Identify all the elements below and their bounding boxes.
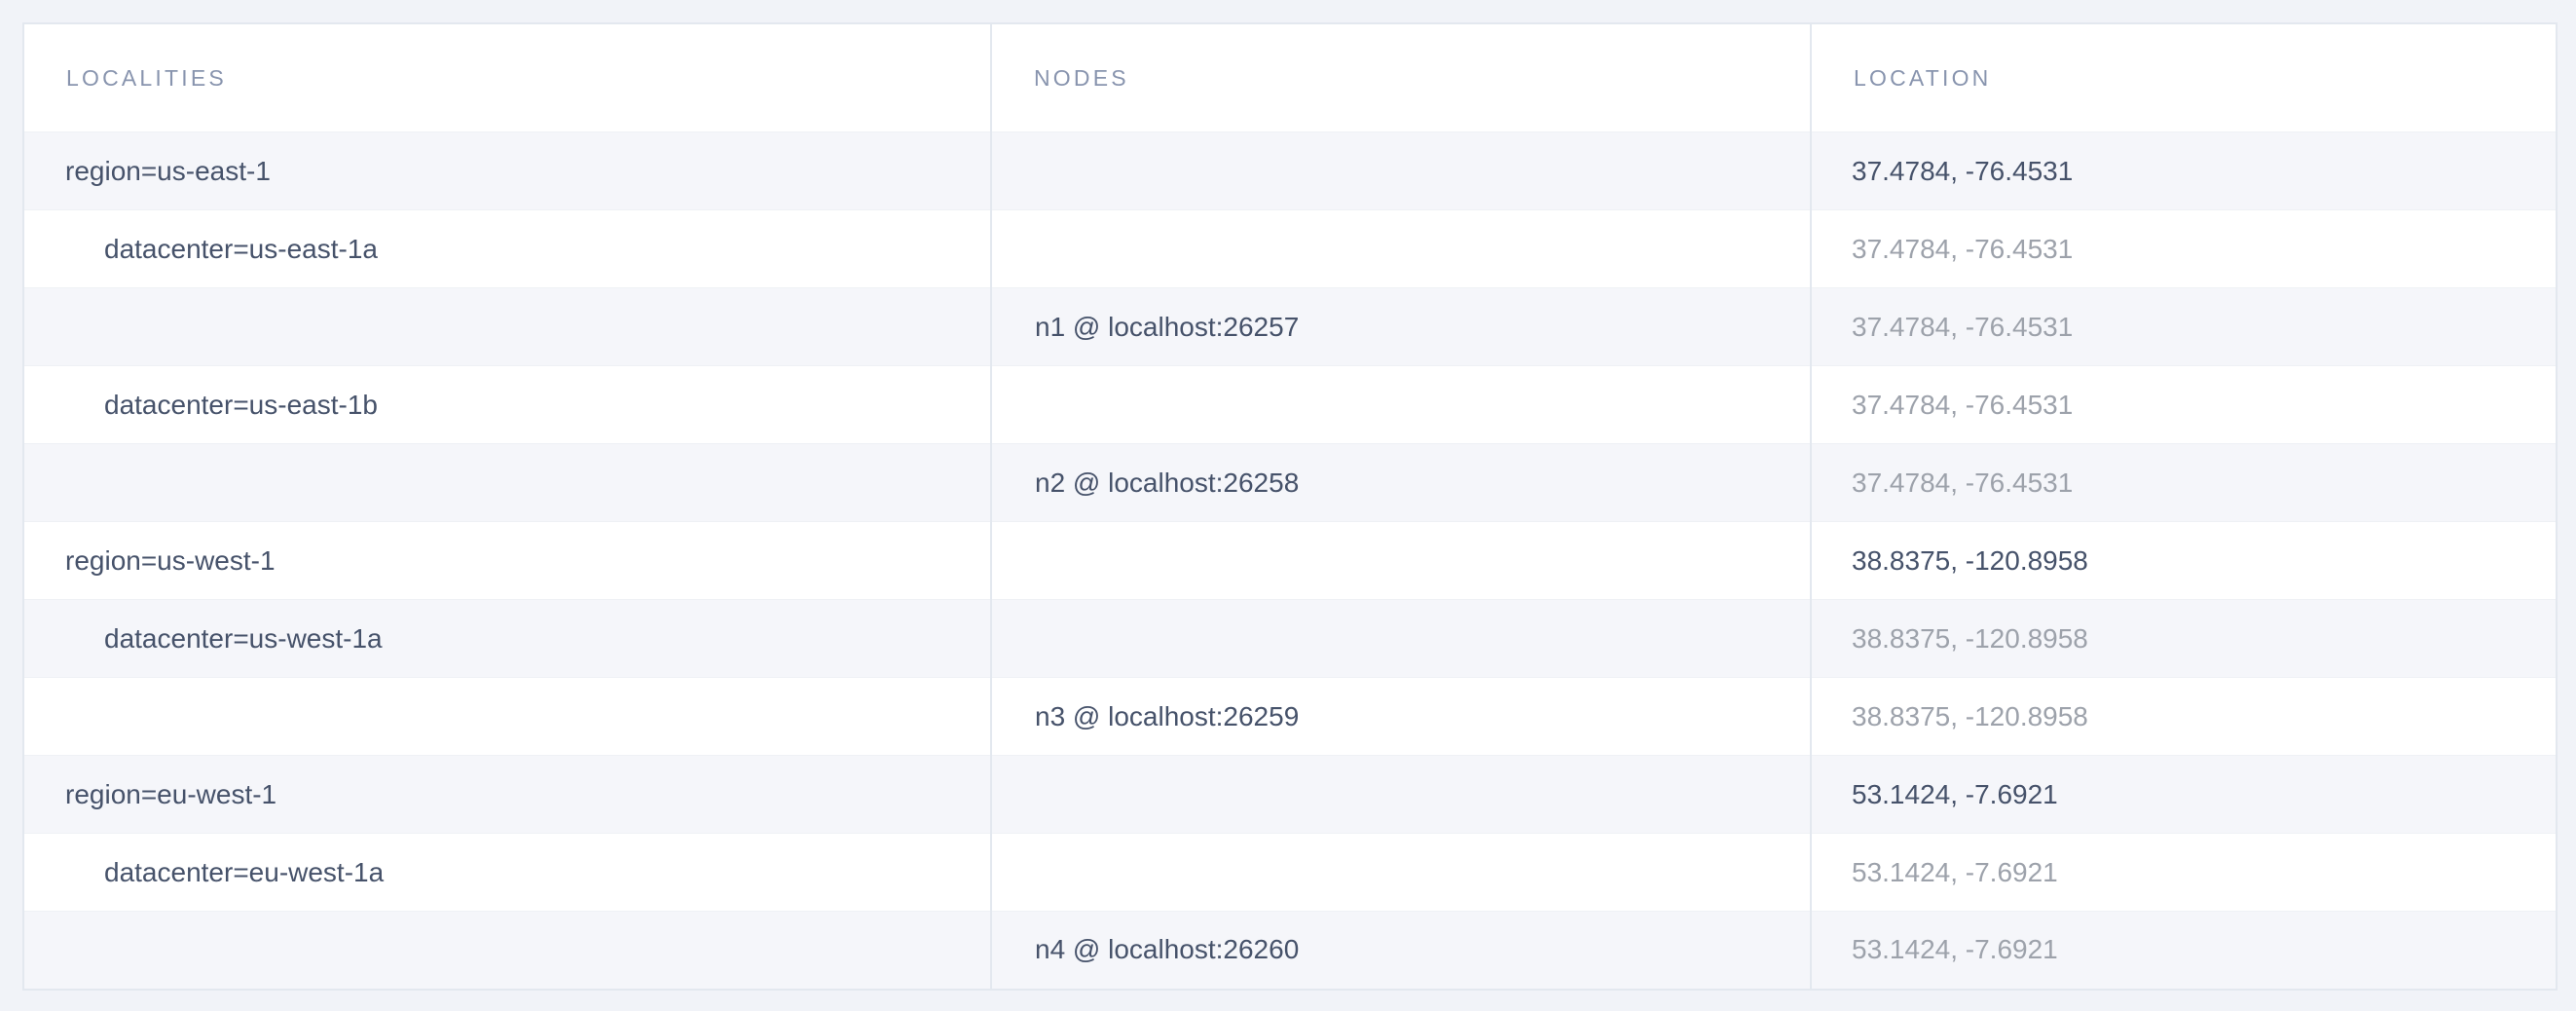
node-cell-empty bbox=[990, 209, 1811, 288]
node-cell-empty bbox=[990, 755, 1811, 834]
table-row: datacenter=us-east-1b 37.4784, -76.4531 bbox=[23, 365, 2557, 444]
table-row: datacenter=us-east-1a 37.4784, -76.4531 bbox=[23, 209, 2557, 288]
location-cell: 38.8375, -120.8958 bbox=[1810, 677, 2557, 756]
node-cell-empty bbox=[990, 365, 1811, 444]
locality-cell-empty bbox=[23, 677, 991, 756]
table-row: region=us-east-1 37.4784, -76.4531 bbox=[23, 131, 2557, 210]
locality-cell-region: region=eu-west-1 bbox=[23, 755, 991, 834]
location-cell: 38.8375, -120.8958 bbox=[1810, 599, 2557, 678]
node-cell-empty bbox=[990, 833, 1811, 912]
locality-cell-region: region=us-east-1 bbox=[23, 131, 991, 210]
locality-cell-region: region=us-west-1 bbox=[23, 521, 991, 600]
node-cell: n2 @ localhost:26258 bbox=[990, 443, 1811, 522]
node-cell-empty bbox=[990, 131, 1811, 210]
locality-cell-datacenter: datacenter=us-east-1b bbox=[23, 365, 991, 444]
locality-cell-datacenter: datacenter=us-east-1a bbox=[23, 209, 991, 288]
locality-cell-datacenter: datacenter=us-west-1a bbox=[23, 599, 991, 678]
locality-cell-empty bbox=[23, 443, 991, 522]
table-row: n2 @ localhost:26258 37.4784, -76.4531 bbox=[23, 443, 2557, 522]
location-cell: 38.8375, -120.8958 bbox=[1810, 521, 2557, 600]
column-header-localities: LOCALITIES bbox=[23, 23, 991, 132]
location-cell: 37.4784, -76.4531 bbox=[1810, 365, 2557, 444]
location-cell: 37.4784, -76.4531 bbox=[1810, 131, 2557, 210]
location-cell: 53.1424, -7.6921 bbox=[1810, 911, 2557, 990]
node-cell-empty bbox=[990, 521, 1811, 600]
table-header: LOCALITIES NODES LOCATION bbox=[23, 23, 2557, 132]
location-cell: 53.1424, -7.6921 bbox=[1810, 833, 2557, 912]
table-row: datacenter=us-west-1a 38.8375, -120.8958 bbox=[23, 599, 2557, 678]
locality-cell-empty bbox=[23, 911, 991, 990]
node-cell: n4 @ localhost:26260 bbox=[990, 911, 1811, 990]
node-cell: n3 @ localhost:26259 bbox=[990, 677, 1811, 756]
column-header-location: LOCATION bbox=[1810, 23, 2557, 132]
table-row: n1 @ localhost:26257 37.4784, -76.4531 bbox=[23, 287, 2557, 366]
locality-cell-empty bbox=[23, 287, 991, 366]
node-cell-empty bbox=[990, 599, 1811, 678]
location-cell: 53.1424, -7.6921 bbox=[1810, 755, 2557, 834]
table-row: region=us-west-1 38.8375, -120.8958 bbox=[23, 521, 2557, 600]
location-cell: 37.4784, -76.4531 bbox=[1810, 287, 2557, 366]
localities-table: LOCALITIES NODES LOCATION region=us-east… bbox=[22, 22, 2558, 991]
column-header-nodes: NODES bbox=[990, 23, 1811, 132]
table-row: datacenter=eu-west-1a 53.1424, -7.6921 bbox=[23, 833, 2557, 912]
table-body: region=us-east-1 37.4784, -76.4531 datacen… bbox=[23, 131, 2557, 990]
table-header-row: LOCALITIES NODES LOCATION bbox=[23, 23, 2557, 132]
table-row: region=eu-west-1 53.1424, -7.6921 bbox=[23, 755, 2557, 834]
location-cell: 37.4784, -76.4531 bbox=[1810, 443, 2557, 522]
table-row: n4 @ localhost:26260 53.1424, -7.6921 bbox=[23, 911, 2557, 990]
node-cell: n1 @ localhost:26257 bbox=[990, 287, 1811, 366]
table-row: n3 @ localhost:26259 38.8375, -120.8958 bbox=[23, 677, 2557, 756]
location-cell: 37.4784, -76.4531 bbox=[1810, 209, 2557, 288]
locality-cell-datacenter: datacenter=eu-west-1a bbox=[23, 833, 991, 912]
